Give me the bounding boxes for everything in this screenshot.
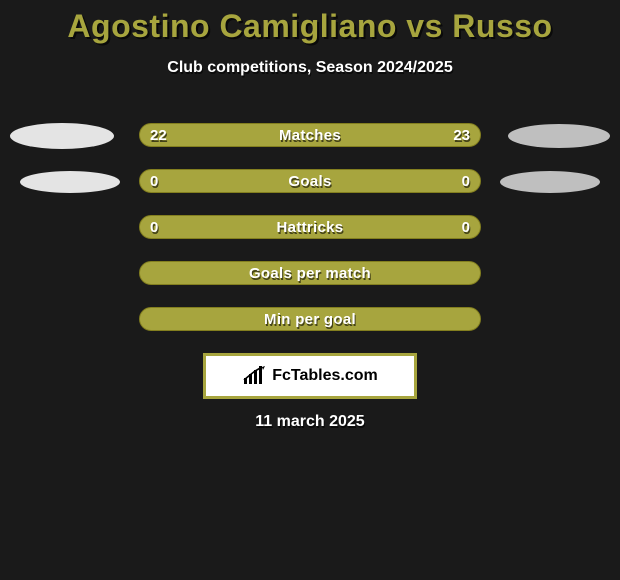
page-title: Agostino Camigliano vs Russo <box>0 8 620 45</box>
stat-row-goals-per-match: Goals per match <box>0 261 620 287</box>
brand-box: FcTables.com <box>203 353 417 399</box>
brand-text: FcTables.com <box>272 367 378 385</box>
stat-row-goals: 0 Goals 0 <box>0 169 620 195</box>
stat-bar: Goals per match <box>139 261 481 285</box>
stat-label: Hattricks <box>277 219 344 236</box>
stat-bar: Min per goal <box>139 307 481 331</box>
left-marker-ellipse <box>20 171 120 193</box>
stat-label: Goals per match <box>249 265 371 282</box>
subtitle: Club competitions, Season 2024/2025 <box>0 59 620 77</box>
stat-value-left: 0 <box>150 173 158 190</box>
stat-label: Matches <box>279 127 341 144</box>
stat-label: Goals <box>288 173 331 190</box>
date-label: 11 march 2025 <box>0 413 620 431</box>
stat-label: Min per goal <box>264 311 356 328</box>
stat-value-left: 0 <box>150 219 158 236</box>
stat-bar: 0 Goals 0 <box>139 169 481 193</box>
stat-bar: 0 Hattricks 0 <box>139 215 481 239</box>
bar-chart-icon <box>242 366 266 386</box>
stat-value-right: 0 <box>462 173 470 190</box>
stat-rows: 22 Matches 23 0 Goals 0 0 Hattricks 0 <box>0 123 620 333</box>
stat-row-hattricks: 0 Hattricks 0 <box>0 215 620 241</box>
left-marker-ellipse <box>10 123 114 149</box>
stat-row-matches: 22 Matches 23 <box>0 123 620 149</box>
stat-value-right: 0 <box>462 219 470 236</box>
stat-bar: 22 Matches 23 <box>139 123 481 147</box>
right-marker-ellipse <box>508 124 610 148</box>
stat-value-right: 23 <box>453 127 470 144</box>
stat-row-min-per-goal: Min per goal <box>0 307 620 333</box>
stat-value-left: 22 <box>150 127 167 144</box>
comparison-card: Agostino Camigliano vs Russo Club compet… <box>0 0 620 431</box>
right-marker-ellipse <box>500 171 600 193</box>
